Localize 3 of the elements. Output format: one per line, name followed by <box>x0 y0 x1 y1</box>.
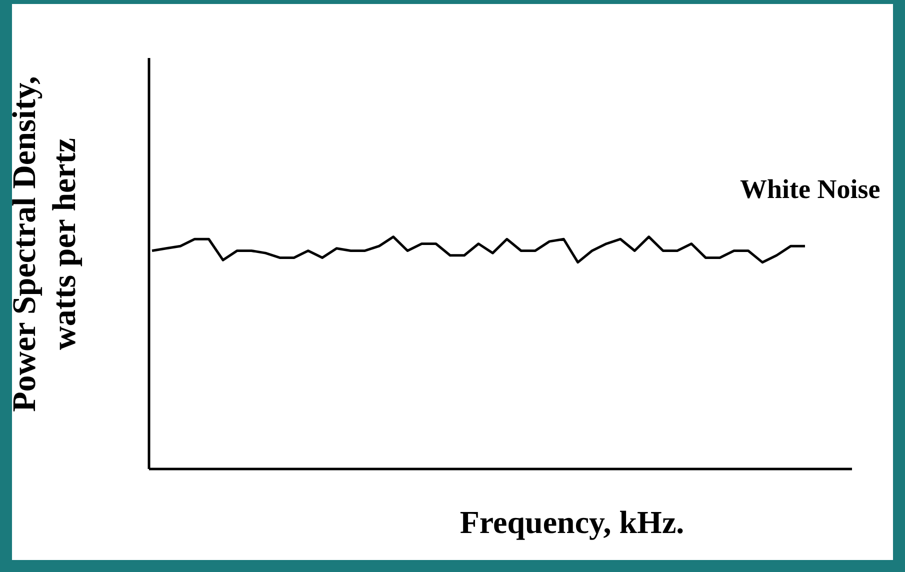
series-label: White Noise <box>740 174 880 205</box>
y-axis-title: Power Spectral Density, watts per hertz <box>6 75 84 414</box>
x-axis-title: Frequency, kHz. <box>460 504 684 540</box>
